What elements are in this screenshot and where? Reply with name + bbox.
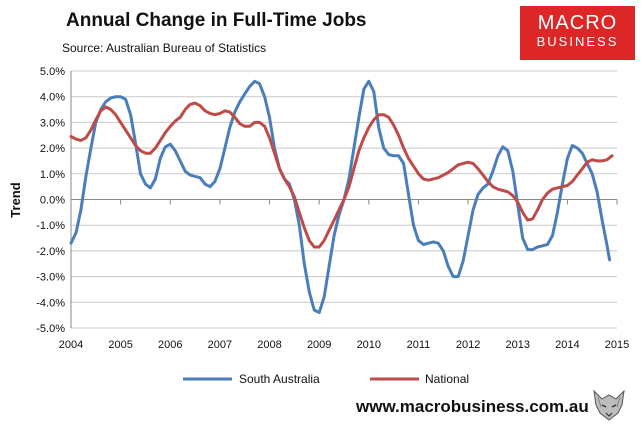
x-tick-label: 2006 <box>158 339 182 351</box>
legend-label-south-australia: South Australia <box>239 372 320 386</box>
chart-grid <box>71 70 617 329</box>
x-tick-label: 2010 <box>357 339 381 351</box>
logo-line-1: MACRO <box>537 12 618 34</box>
chart-series <box>69 79 614 315</box>
wolf-icon <box>590 385 628 423</box>
x-tick-label: 2013 <box>505 339 529 351</box>
logo-line-2: BUSINESS <box>536 34 619 49</box>
x-tick-label: 2008 <box>257 339 281 351</box>
y-tick-label: -5.0% <box>36 323 65 335</box>
y-tick-label: -2.0% <box>36 246 65 258</box>
x-tick-label: 2015 <box>605 339 629 351</box>
x-tick-label: 2011 <box>407 339 431 351</box>
x-tick-label: 2012 <box>456 339 480 351</box>
y-tick-label: 0.0% <box>40 195 65 207</box>
series-line-national <box>69 101 614 249</box>
y-tick-label: 2.0% <box>40 143 65 155</box>
y-tick-label: -3.0% <box>36 272 65 284</box>
y-tick-label: -1.0% <box>36 220 65 232</box>
x-tick-label: 2005 <box>108 339 132 351</box>
x-tick-label: 2004 <box>59 339 83 351</box>
macrobusiness-logo[interactable]: MACRO BUSINESS <box>520 6 635 60</box>
y-axis-title: Trend <box>8 182 23 217</box>
x-tick-labels: 2004 2005 2006 2007 2008 2009 2010 2011 2012 2013… <box>59 339 629 351</box>
chart-legend: South Australia National <box>183 372 469 386</box>
y-tick-label: -4.0% <box>36 297 65 309</box>
x-tick-label: 2014 <box>555 339 579 351</box>
y-tick-label: 3.0% <box>40 117 65 129</box>
chart-source: Source: Australian Bureau of Statistics <box>62 41 267 55</box>
legend-label-national: National <box>425 372 469 386</box>
y-tick-label: 4.0% <box>40 92 65 104</box>
x-tick-label: 2009 <box>307 339 331 351</box>
series-line-south-australia <box>69 79 612 315</box>
y-tick-label: 5.0% <box>40 66 65 78</box>
y-tick-labels: 5.0% 4.0% 3.0% 2.0% 1.0% 0.0% -1.0% -2.0% -3.0% -… <box>36 66 65 335</box>
y-tick-label: 1.0% <box>40 169 65 181</box>
x-tick-label: 2007 <box>208 339 232 351</box>
footer-url[interactable]: www.macrobusiness.com.au <box>356 397 589 416</box>
chart-title: Annual Change in Full-Time Jobs <box>66 10 367 31</box>
